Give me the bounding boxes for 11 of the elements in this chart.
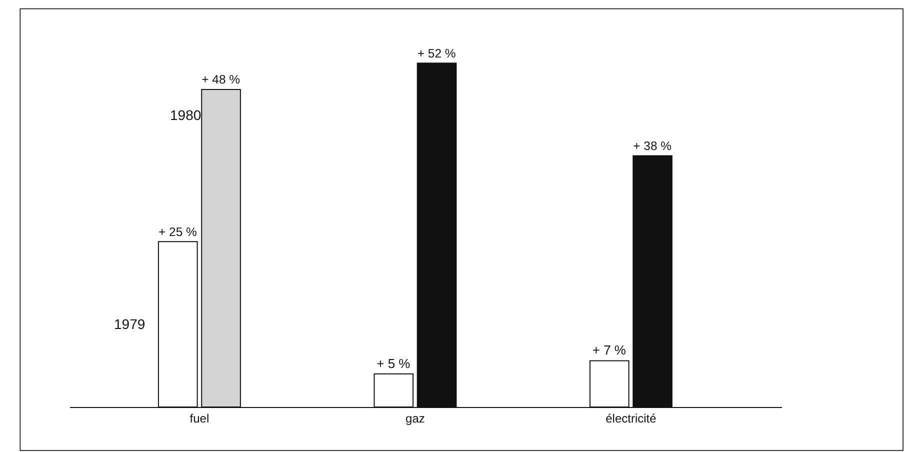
series-label: 1980 [170, 107, 202, 123]
data-label: + 5 % [376, 356, 411, 371]
x-tick-label: gaz [406, 411, 425, 426]
data-label: + 48 % [202, 72, 240, 87]
series-label: 1979 [114, 316, 146, 332]
data-label: + 38 % [633, 138, 672, 153]
x-tick-label: fuel [190, 411, 210, 426]
x-tick-label: électricité [606, 411, 657, 426]
data-label: + 52 % [417, 46, 456, 60]
data-label: + 25 % [158, 224, 197, 239]
data-label: + 7 % [592, 342, 626, 358]
